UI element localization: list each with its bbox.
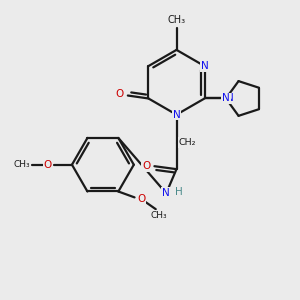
Text: N: N — [222, 94, 230, 103]
Text: O: O — [142, 161, 150, 171]
Text: O: O — [116, 89, 124, 99]
Text: CH₃: CH₃ — [14, 160, 30, 169]
Text: CH₃: CH₃ — [167, 15, 186, 25]
Text: O: O — [44, 160, 52, 170]
Text: N: N — [162, 188, 170, 198]
Text: N: N — [226, 94, 233, 103]
Text: N: N — [172, 110, 180, 120]
Text: CH₂: CH₂ — [179, 138, 196, 147]
Text: H: H — [175, 187, 182, 197]
Text: CH₃: CH₃ — [151, 211, 168, 220]
Text: N: N — [201, 61, 208, 71]
Text: O: O — [137, 194, 145, 204]
